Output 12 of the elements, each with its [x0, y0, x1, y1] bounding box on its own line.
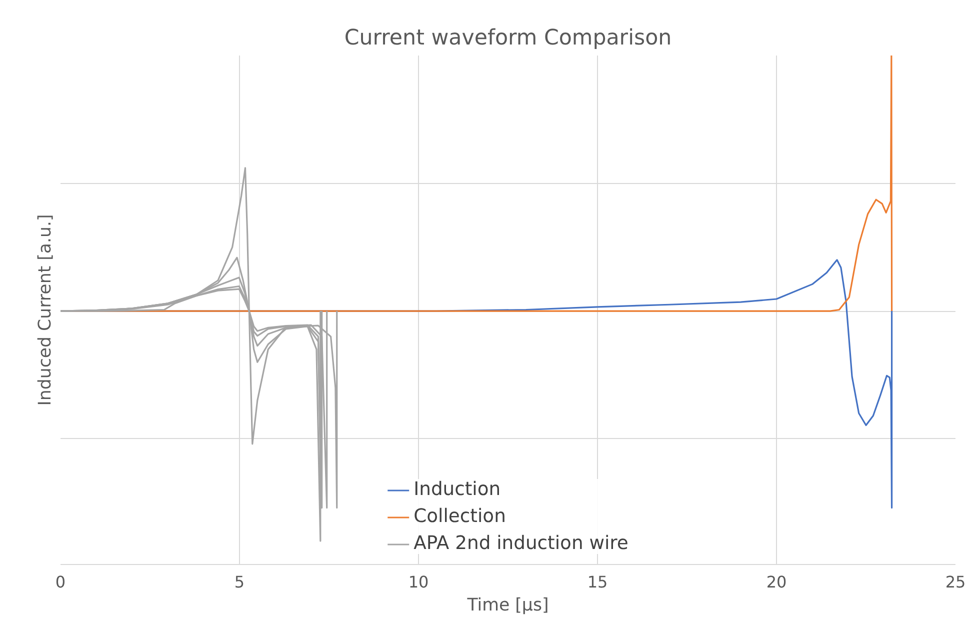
x-tick-label: 15 [587, 572, 608, 592]
legend-label: Induction [414, 479, 501, 500]
x-tick-label: 0 [55, 572, 66, 592]
legend-label: APA 2nd induction wire [414, 533, 628, 554]
x-tick-label: 5 [234, 572, 245, 592]
x-axis-title: Time [µs] [466, 596, 549, 616]
chart-title: Current waveform Comparison [344, 26, 672, 50]
legend-label: Collection [414, 506, 506, 527]
y-axis-title: Induced Current [a.u.] [36, 214, 56, 406]
x-tick-label: 10 [408, 572, 429, 592]
x-tick-label: 20 [766, 572, 787, 592]
x-tick-label: 25 [945, 572, 966, 592]
